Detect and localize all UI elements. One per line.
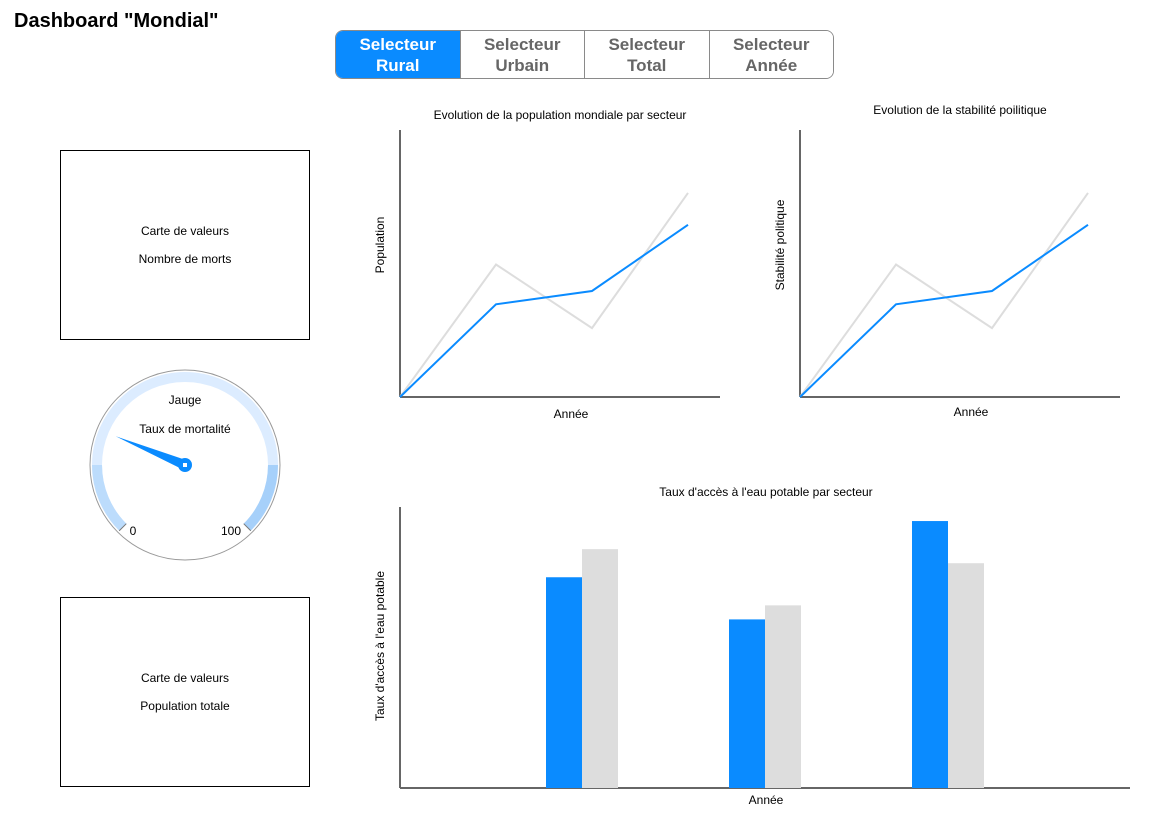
gauge-tick-min (118, 523, 127, 532)
y-axis-label: Taux d'accès à l'eau potable (373, 571, 387, 721)
card-metric: Population totale (140, 699, 230, 713)
tab-rural[interactable]: Selecteur Rural (336, 31, 460, 78)
population-line-chart: Evolution de la population mondiale par … (373, 108, 720, 421)
tab-total[interactable]: Selecteur Total (584, 31, 709, 78)
x-axis-label: Année (749, 793, 784, 807)
card-heading: Carte de valeurs (140, 224, 230, 238)
series-line-grey (399, 192, 689, 398)
gauge-low-band (92, 464, 127, 531)
gauge-needle (115, 436, 187, 470)
tab-annee[interactable]: Selecteur Année (708, 31, 833, 78)
card-heading: Carte de valeurs (140, 671, 230, 685)
bar-series-1-group-2 (948, 563, 984, 788)
gauge-subtitle: Taux de mortalité (139, 422, 231, 436)
sector-selector: Selecteur Rural Selecteur Urbain Selecte… (335, 30, 834, 79)
bar-series-1-group-0 (582, 549, 618, 788)
gauge-hub-dot (183, 463, 187, 467)
stability-line-chart: Evolution de la stabilité poilitique Ann… (773, 103, 1120, 419)
bar-series-0-group-2 (912, 521, 948, 788)
bar-series-0-group-0 (546, 577, 582, 788)
dashboard-title: Dashboard "Mondial" (14, 10, 219, 32)
mortality-gauge: Jauge Taux de mortalité 0 100 (89, 369, 281, 561)
gauge-tick-max (243, 523, 252, 532)
tab-urbain[interactable]: Selecteur Urbain (459, 31, 584, 78)
value-card-deaths: Carte de valeurs Nombre de morts (60, 150, 310, 340)
chart-title: Taux d'accès à l'eau potable par secteur (659, 485, 872, 499)
gauge-title: Jauge (169, 393, 202, 407)
card-metric: Nombre de morts (138, 252, 232, 266)
x-axis-label: Année (554, 407, 589, 421)
gauge-high-band (243, 464, 278, 531)
y-axis-label: Population (373, 217, 387, 274)
value-card-population: Carte de valeurs Population totale (60, 597, 310, 787)
bar-series-0-group-1 (729, 619, 765, 788)
bar-series-1-group-1 (765, 605, 801, 788)
x-axis-label: Année (954, 405, 989, 419)
series-line-grey (799, 192, 1089, 398)
water-access-bar-chart: Taux d'accès à l'eau potable par secteur… (373, 485, 1130, 807)
chart-title: Evolution de la stabilité poilitique (873, 103, 1047, 117)
gauge-min-label: 0 (130, 524, 137, 538)
gauge-max-label: 100 (221, 524, 241, 538)
chart-title: Evolution de la population mondiale par … (434, 108, 687, 122)
series-line-blue (399, 223, 689, 398)
y-axis-label: Stabilité politique (773, 199, 787, 290)
series-line-blue (799, 223, 1089, 398)
